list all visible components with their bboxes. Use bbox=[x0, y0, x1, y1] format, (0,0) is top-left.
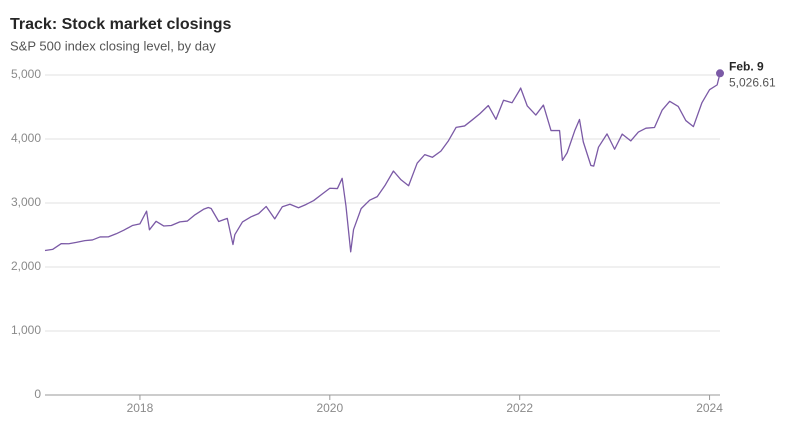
end-value-label: 5,026.61 bbox=[729, 75, 776, 89]
y-tick-label: 2,000 bbox=[11, 259, 41, 273]
chart-subtitle: S&P 500 index closing level, by day bbox=[10, 38, 216, 53]
y-tick-label: 4,000 bbox=[11, 131, 41, 145]
y-tick-label: 5,000 bbox=[11, 67, 41, 81]
end-date-label: Feb. 9 bbox=[729, 59, 764, 73]
end-point bbox=[716, 69, 724, 78]
y-tick-label: 0 bbox=[34, 387, 41, 401]
x-tick-label: 2018 bbox=[127, 401, 154, 415]
y-tick-label: 1,000 bbox=[11, 323, 41, 337]
y-tick-label: 3,000 bbox=[11, 195, 41, 209]
x-tick-label: 2022 bbox=[506, 401, 533, 415]
x-tick-label: 2020 bbox=[316, 401, 343, 415]
line bbox=[44, 73, 721, 253]
chart-title: Track: Stock market closings bbox=[10, 16, 232, 33]
x-tick-label: 2024 bbox=[696, 401, 723, 415]
